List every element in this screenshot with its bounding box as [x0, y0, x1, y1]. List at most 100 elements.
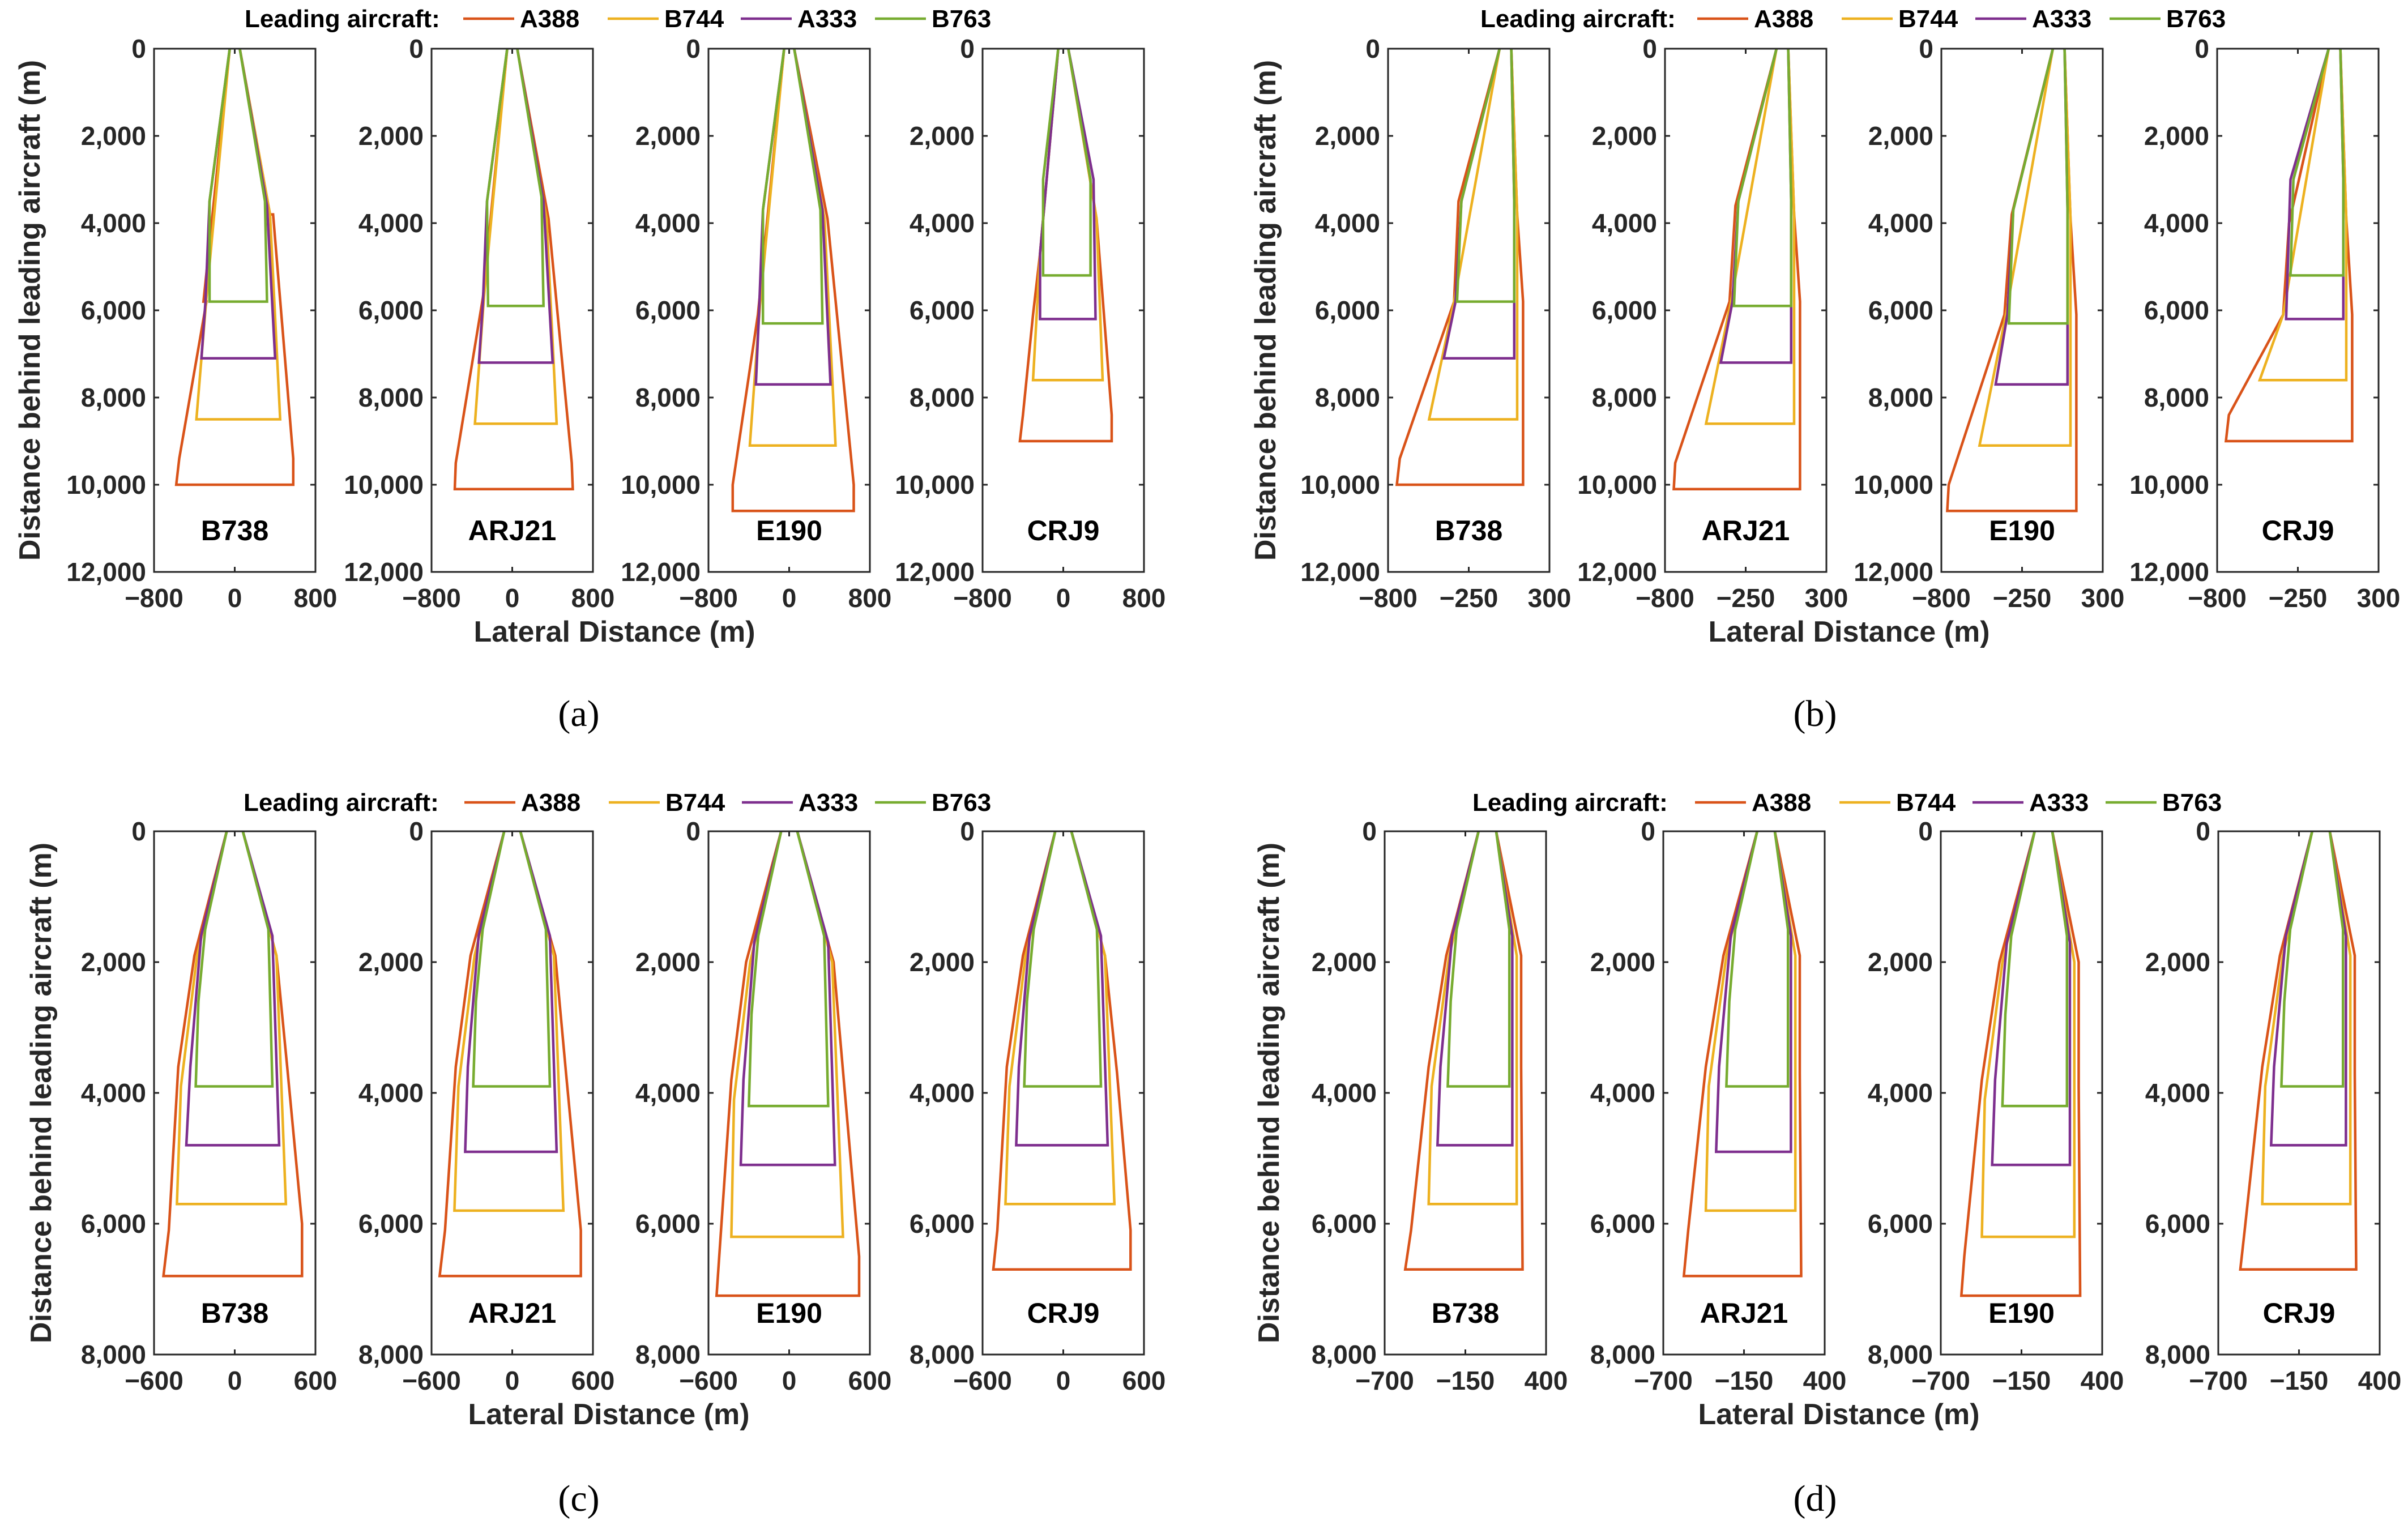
y-tick-label: 2,000: [2144, 121, 2209, 151]
legend-title: Leading aircraft:: [1480, 5, 1676, 33]
legend-label-B763: B763: [932, 5, 991, 33]
y-tick-label: 8,000: [910, 1340, 975, 1369]
y-axis-label: Distance behind leading aircraft (m): [1249, 60, 1282, 561]
chart-1: Leading aircraft: A388 B744 A333 B763 Distanc…: [1249, 5, 2400, 734]
y-tick-label: 8,000: [910, 383, 975, 412]
y-tick-label: 12,000: [2129, 557, 2209, 587]
panel-E190: 0 2,000 4,000 6,000 8,000−700 −150 400 E190: [1868, 817, 2124, 1395]
panel-CRJ9: 0 2,000 4,000 6,000 8,000−700 −150 400 CRJ9: [2145, 817, 2402, 1395]
panel-title: ARJ21: [1702, 515, 1790, 546]
x-tick-label: 600: [1122, 1366, 1166, 1395]
series-A333: [1442, 48, 1516, 360]
series-A388: [1395, 48, 1525, 486]
x-tick-label: −250: [1993, 583, 2052, 613]
y-tick-label: 6,000: [910, 1209, 975, 1238]
x-tick-label: −800: [1636, 583, 1694, 613]
panel-CRJ9: 0 2,000 4,000 6,000 8,000 10,000 12,000−800 0 80…: [895, 34, 1165, 613]
series-A333: [1436, 831, 1514, 1147]
series-A333: [739, 831, 836, 1167]
series-B763: [1023, 831, 1103, 1088]
series-B744: [1978, 48, 2072, 447]
y-tick-label: 8,000: [358, 1340, 424, 1369]
x-tick-label: −800: [2188, 583, 2247, 613]
y-tick-label: 4,000: [1315, 208, 1380, 238]
series-A333: [1991, 831, 2072, 1167]
y-tick-label: 8,000: [358, 383, 424, 412]
series-A388: [992, 831, 1132, 1271]
panel-title: E190: [756, 1297, 822, 1329]
y-tick-label: 12,000: [621, 557, 701, 587]
y-tick-label: 12,000: [66, 557, 146, 587]
series-A333: [1714, 831, 1792, 1154]
figure-caption: (b): [1794, 693, 1837, 734]
y-tick-label: 2,000: [910, 947, 975, 977]
y-tick-label: 8,000: [635, 1340, 701, 1369]
legend-label-B763: B763: [2166, 5, 2226, 33]
y-tick-label: 0: [409, 817, 424, 846]
y-tick-label: 6,000: [2144, 296, 2209, 325]
x-tick-label: −800: [1912, 583, 1971, 613]
panel-title: CRJ9: [1027, 515, 1100, 546]
x-tick-label: −150: [2270, 1366, 2329, 1395]
y-tick-label: 0: [1918, 817, 1933, 846]
series-B763: [1732, 48, 1793, 307]
y-tick-label: 4,000: [2144, 208, 2209, 238]
legend-label-B744: B744: [1896, 789, 1956, 817]
y-tick-label: 0: [1642, 34, 1657, 63]
series-A388: [1672, 48, 1801, 490]
panel-title: CRJ9: [1027, 1297, 1100, 1329]
x-tick-label: 400: [1525, 1366, 1568, 1395]
y-tick-label: 0: [1919, 34, 1933, 63]
series-A333: [1719, 48, 1793, 364]
y-tick-label: 0: [1362, 817, 1377, 846]
y-tick-label: 2,000: [635, 947, 701, 977]
x-tick-label: 300: [1805, 583, 1848, 613]
x-tick-label: 800: [571, 583, 615, 613]
chart-3: Leading aircraft: A388 B744 A333 B763 Distanc…: [1253, 789, 2401, 1519]
y-tick-label: 4,000: [1868, 1078, 1933, 1108]
plot-frame: [1940, 48, 2104, 573]
figure-caption: (d): [1794, 1478, 1837, 1519]
x-tick-label: 600: [848, 1366, 892, 1395]
y-tick-label: 0: [960, 34, 975, 63]
y-tick-label: 10,000: [621, 470, 701, 499]
plot-frame: [153, 48, 317, 573]
y-tick-label: 2,000: [910, 121, 975, 151]
series-A333: [185, 831, 281, 1147]
x-tick-label: 0: [505, 583, 520, 613]
y-tick-label: 0: [131, 817, 146, 846]
x-tick-label: 0: [228, 1366, 242, 1395]
y-tick-label: 2,000: [358, 121, 424, 151]
y-tick-label: 12,000: [344, 557, 424, 587]
y-axis-label: Distance behind leading aircraft (m): [14, 60, 46, 561]
y-tick-label: 10,000: [1854, 470, 1933, 499]
series-A388: [715, 831, 861, 1297]
legend-title: Leading aircraft:: [1472, 789, 1668, 817]
y-tick-label: 6,000: [358, 1209, 424, 1238]
y-tick-label: 4,000: [635, 1078, 701, 1108]
y-tick-label: 12,000: [1300, 557, 1380, 587]
y-tick-label: 6,000: [2145, 1209, 2210, 1238]
y-tick-label: 8,000: [635, 383, 701, 412]
y-tick-label: 0: [1641, 817, 1655, 846]
y-tick-label: 8,000: [81, 383, 146, 412]
y-tick-label: 0: [686, 817, 701, 846]
x-axis-label: Lateral Distance (m): [473, 616, 755, 648]
y-tick-label: 8,000: [1592, 383, 1657, 412]
x-tick-label: 0: [505, 1366, 520, 1395]
legend-label-B744: B744: [664, 5, 724, 33]
y-tick-label: 0: [2196, 817, 2210, 846]
series-B744: [453, 831, 565, 1212]
series-B763: [2007, 48, 2069, 325]
series-A333: [1994, 48, 2069, 386]
x-tick-label: 0: [1056, 583, 1071, 613]
legend-title: Leading aircraft:: [244, 789, 439, 817]
y-tick-label: 0: [131, 34, 146, 63]
legend-label-B763: B763: [932, 789, 991, 817]
y-tick-label: 8,000: [2145, 1340, 2210, 1369]
series-A388: [1959, 831, 2082, 1297]
y-tick-label: 2,000: [358, 947, 424, 977]
series-B763: [472, 831, 552, 1088]
series-A388: [1946, 48, 2078, 512]
x-axis-label: Lateral Distance (m): [1708, 616, 1989, 648]
